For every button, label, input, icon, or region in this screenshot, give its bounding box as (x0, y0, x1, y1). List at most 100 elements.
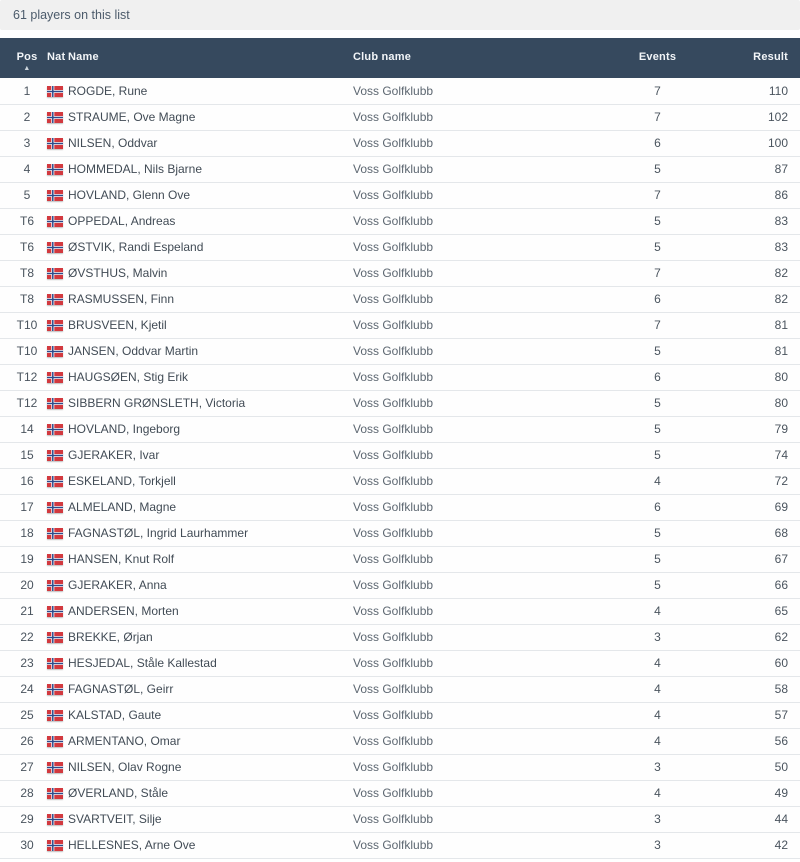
table-row[interactable]: 20 GJERAKER, Anna Voss Golfklubb 5 66 (0, 572, 800, 599)
player-name[interactable]: ØVSTHUS, Malvin (68, 260, 353, 287)
table-row[interactable]: T12 SIBBERN GRØNSLETH, Victoria Voss Gol… (0, 390, 800, 417)
player-name[interactable]: ANDERSEN, Morten (68, 598, 353, 625)
table-row[interactable]: 3 NILSEN, Oddvar Voss Golfklubb 6 100 (0, 130, 800, 157)
player-name[interactable]: ØVERLAND, Ståle (68, 780, 353, 807)
nat-cell (44, 676, 68, 703)
pos-cell: 21 (0, 598, 44, 625)
norway-flag-icon (47, 840, 63, 852)
table-row[interactable]: 17 ALMELAND, Magne Voss Golfklubb 6 69 (0, 494, 800, 521)
club-name: Voss Golfklubb (353, 234, 620, 261)
table-row[interactable]: 21 ANDERSEN, Morten Voss Golfklubb 4 65 (0, 598, 800, 625)
player-name[interactable]: ARMENTANO, Omar (68, 728, 353, 755)
player-name[interactable]: KALSTAD, Gaute (68, 702, 353, 729)
player-name[interactable]: GJERAKER, Ivar (68, 442, 353, 469)
player-name[interactable]: FAGNASTØL, Geirr (68, 676, 353, 703)
norway-flag-icon (47, 86, 63, 98)
events-cell: 4 (620, 468, 695, 495)
nat-cell (44, 572, 68, 599)
pos-cell: 29 (0, 806, 44, 833)
table-row[interactable]: T6 OPPEDAL, Andreas Voss Golfklubb 5 83 (0, 208, 800, 235)
player-name[interactable]: FAGNASTØL, Ingrid Laurhammer (68, 520, 353, 547)
player-name[interactable]: BRUSVEEN, Kjetil (68, 312, 353, 339)
result-cell: 66 (695, 572, 800, 599)
club-name: Voss Golfklubb (353, 832, 620, 859)
table-row[interactable]: 19 HANSEN, Knut Rolf Voss Golfklubb 5 67 (0, 546, 800, 573)
column-header-name[interactable]: Name (68, 38, 353, 78)
table-row[interactable]: T8 ØVSTHUS, Malvin Voss Golfklubb 7 82 (0, 260, 800, 287)
sort-ascending-icon[interactable]: ▲ (23, 65, 31, 72)
events-header-label: Events (638, 51, 677, 63)
player-name[interactable]: SVARTVEIT, Silje (68, 806, 353, 833)
table-row[interactable]: 1 ROGDE, Rune Voss Golfklubb 7 110 (0, 78, 800, 105)
table-row[interactable]: T8 RASMUSSEN, Finn Voss Golfklubb 6 82 (0, 286, 800, 313)
player-name[interactable]: JANSEN, Oddvar Martin (68, 338, 353, 365)
table-row[interactable]: 28 ØVERLAND, Ståle Voss Golfklubb 4 49 (0, 780, 800, 807)
result-cell: 80 (695, 390, 800, 417)
table-row[interactable]: 18 FAGNASTØL, Ingrid Laurhammer Voss Gol… (0, 520, 800, 547)
norway-flag-icon (47, 346, 63, 358)
player-name[interactable]: STRAUME, Ove Magne (68, 104, 353, 131)
player-name[interactable]: HOMMEDAL, Nils Bjarne (68, 156, 353, 183)
player-name[interactable]: HANSEN, Knut Rolf (68, 546, 353, 573)
table-row[interactable]: 2 STRAUME, Ove Magne Voss Golfklubb 7 10… (0, 104, 800, 131)
table-row[interactable]: 27 NILSEN, Olav Rogne Voss Golfklubb 3 5… (0, 754, 800, 781)
table-row[interactable]: 22 BREKKE, Ørjan Voss Golfklubb 3 62 (0, 624, 800, 651)
table-row[interactable]: 24 FAGNASTØL, Geirr Voss Golfklubb 4 58 (0, 676, 800, 703)
pos-cell: 22 (0, 624, 44, 651)
column-header-pos[interactable]: Pos ▲ (0, 38, 44, 78)
table-row[interactable]: T10 BRUSVEEN, Kjetil Voss Golfklubb 7 81 (0, 312, 800, 339)
club-header-label: Club name (353, 51, 412, 63)
player-name[interactable]: ESKELAND, Torkjell (68, 468, 353, 495)
column-header-club[interactable]: Club name (353, 38, 620, 78)
result-cell: 58 (695, 676, 800, 703)
events-cell: 5 (620, 572, 695, 599)
player-name[interactable]: OPPEDAL, Andreas (68, 208, 353, 235)
player-name[interactable]: BREKKE, Ørjan (68, 624, 353, 651)
pos-cell: 24 (0, 676, 44, 703)
table-row[interactable]: 5 HOVLAND, Glenn Ove Voss Golfklubb 7 86 (0, 182, 800, 209)
table-row[interactable]: 23 HESJEDAL, Ståle Kallestad Voss Golfkl… (0, 650, 800, 677)
player-name[interactable]: GJERAKER, Anna (68, 572, 353, 599)
table-row[interactable]: 14 HOVLAND, Ingeborg Voss Golfklubb 5 79 (0, 416, 800, 443)
player-name[interactable]: NILSEN, Oddvar (68, 130, 353, 157)
player-name[interactable]: HOVLAND, Glenn Ove (68, 182, 353, 209)
player-name[interactable]: HOVLAND, Ingeborg (68, 416, 353, 443)
player-name[interactable]: SIBBERN GRØNSLETH, Victoria (68, 390, 353, 417)
player-name[interactable]: HAUGSØEN, Stig Erik (68, 364, 353, 391)
spacer (0, 30, 800, 38)
nat-cell (44, 468, 68, 495)
result-cell: 62 (695, 624, 800, 651)
player-name[interactable]: ALMELAND, Magne (68, 494, 353, 521)
table-row[interactable]: 15 GJERAKER, Ivar Voss Golfklubb 5 74 (0, 442, 800, 469)
table-row[interactable]: T12 HAUGSØEN, Stig Erik Voss Golfklubb 6… (0, 364, 800, 391)
table-row[interactable]: 30 HELLESNES, Arne Ove Voss Golfklubb 3 … (0, 832, 800, 859)
table-row[interactable]: 29 SVARTVEIT, Silje Voss Golfklubb 3 44 (0, 806, 800, 833)
player-name[interactable]: RASMUSSEN, Finn (68, 286, 353, 313)
table-row[interactable]: 25 KALSTAD, Gaute Voss Golfklubb 4 57 (0, 702, 800, 729)
norway-flag-icon (47, 528, 63, 540)
nat-cell (44, 442, 68, 469)
norway-flag-icon (47, 320, 63, 332)
table-row[interactable]: T6 ØSTVIK, Randi Espeland Voss Golfklubb… (0, 234, 800, 261)
player-name[interactable]: NILSEN, Olav Rogne (68, 754, 353, 781)
column-header-nat[interactable]: Nat (44, 38, 68, 78)
table-row[interactable]: 4 HOMMEDAL, Nils Bjarne Voss Golfklubb 5… (0, 156, 800, 183)
result-cell: 57 (695, 702, 800, 729)
club-name: Voss Golfklubb (353, 312, 620, 339)
club-name: Voss Golfklubb (353, 156, 620, 183)
nat-cell (44, 312, 68, 339)
club-name: Voss Golfklubb (353, 494, 620, 521)
column-header-events[interactable]: Events (620, 38, 695, 78)
player-name[interactable]: HESJEDAL, Ståle Kallestad (68, 650, 353, 677)
table-row[interactable]: 16 ESKELAND, Torkjell Voss Golfklubb 4 7… (0, 468, 800, 495)
result-cell: 60 (695, 650, 800, 677)
player-name[interactable]: ØSTVIK, Randi Espeland (68, 234, 353, 261)
events-cell: 4 (620, 780, 695, 807)
table-row[interactable]: 26 ARMENTANO, Omar Voss Golfklubb 4 56 (0, 728, 800, 755)
column-header-result[interactable]: Result (695, 38, 800, 78)
norway-flag-icon (47, 112, 63, 124)
norway-flag-icon (47, 554, 63, 566)
player-name[interactable]: ROGDE, Rune (68, 78, 353, 105)
table-row[interactable]: T10 JANSEN, Oddvar Martin Voss Golfklubb… (0, 338, 800, 365)
player-name[interactable]: HELLESNES, Arne Ove (68, 832, 353, 859)
